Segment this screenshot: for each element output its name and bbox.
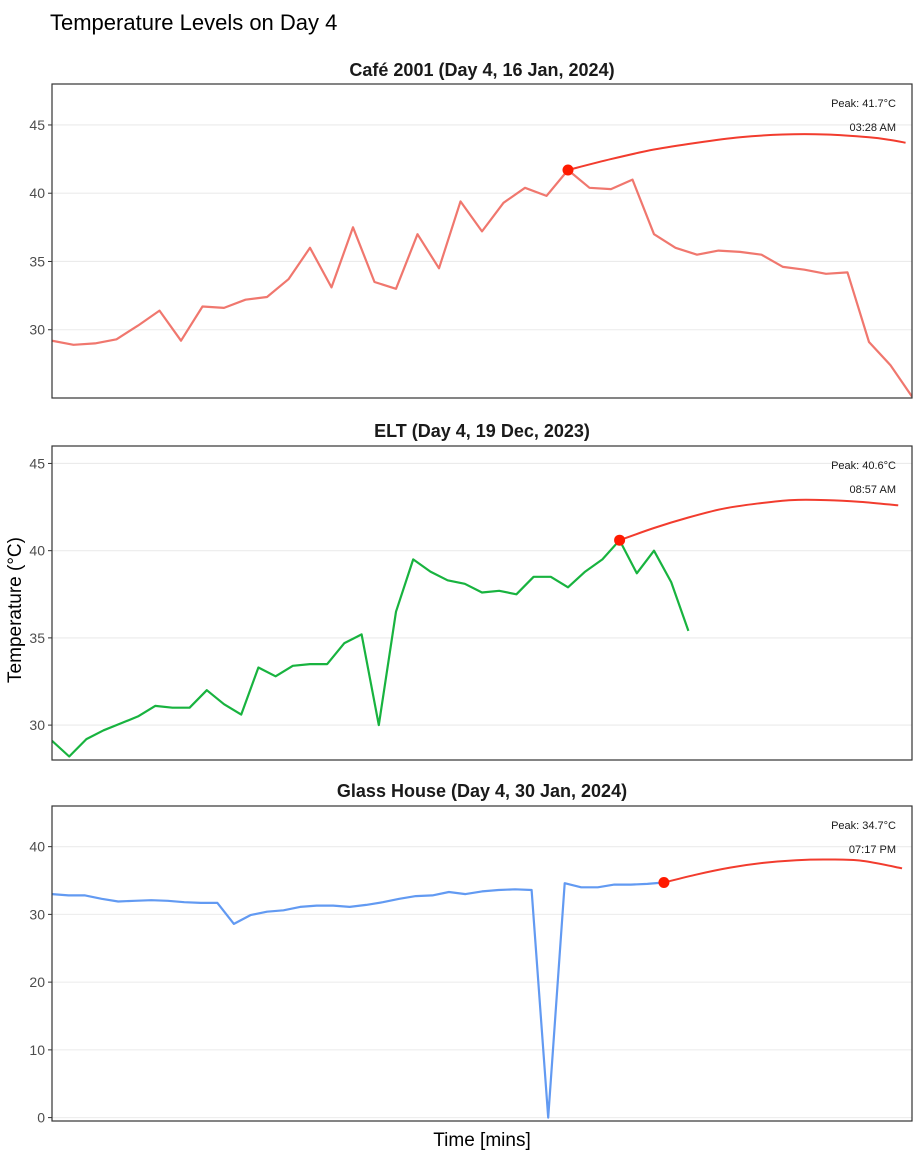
panel-frame: [51, 805, 913, 1122]
series-line: [52, 881, 664, 1119]
panel-elt: ELT (Day 4, 19 Dec, 2023) 30 35 40 45 Peak: 4…: [29, 421, 913, 761]
y-tick-label: 35: [29, 630, 45, 646]
peak-time: 03:28 AM: [850, 122, 896, 134]
y-tick-label: 45: [29, 117, 45, 133]
trend-curve: [619, 498, 899, 542]
peak-time: 07:17 PM: [849, 844, 896, 856]
series-line: [52, 168, 912, 398]
panel-frame: [51, 445, 913, 761]
y-tick-label: 30: [29, 322, 45, 338]
x-axis-label: Time [mins]: [433, 1130, 530, 1151]
chart-title: Temperature Levels on Day 4: [50, 10, 337, 35]
peak-marker: [614, 534, 626, 546]
peak-time: 08:57 AM: [850, 484, 896, 496]
plot-area: [52, 858, 903, 1119]
y-tick-label: 40: [29, 543, 45, 559]
y-tick-label: 40: [29, 839, 45, 855]
y-tick-label: 30: [29, 717, 45, 733]
panels: Café 2001 (Day 4, 16 Jan, 2024) 30 35 40 45 P…: [29, 60, 913, 1126]
y-tick-label: 40: [29, 185, 45, 201]
y-axis-label: Temperature (°C): [5, 537, 26, 683]
peak-label: Peak: 41.7°C: [831, 98, 896, 110]
trend-curve: [663, 858, 903, 884]
y-tick-label: 45: [29, 455, 45, 471]
peak-label: Peak: 34.7°C: [831, 820, 896, 832]
panel-cafe: Café 2001 (Day 4, 16 Jan, 2024) 30 35 40 45 P…: [29, 60, 913, 399]
panel-title: Glass House (Day 4, 30 Jan, 2024): [337, 781, 627, 801]
y-tick-label: 0: [37, 1110, 45, 1126]
y-tick-label: 20: [29, 974, 45, 990]
panel-title: ELT (Day 4, 19 Dec, 2023): [374, 421, 590, 441]
panel-frame: [51, 83, 913, 399]
plot-area: [52, 133, 912, 398]
trend-curve: [567, 133, 906, 171]
panel-title: Café 2001 (Day 4, 16 Jan, 2024): [349, 60, 614, 80]
plot-area: [52, 498, 899, 758]
series-line: [52, 539, 690, 758]
peak-marker: [658, 877, 670, 889]
panel-glass-house: Glass House (Day 4, 30 Jan, 2024) 0 10 20 30…: [29, 781, 913, 1126]
peak-label: Peak: 40.6°C: [831, 460, 896, 472]
y-tick-label: 35: [29, 253, 45, 269]
y-tick-label: 10: [29, 1042, 45, 1058]
y-tick-label: 30: [29, 906, 45, 922]
peak-marker: [562, 164, 574, 176]
